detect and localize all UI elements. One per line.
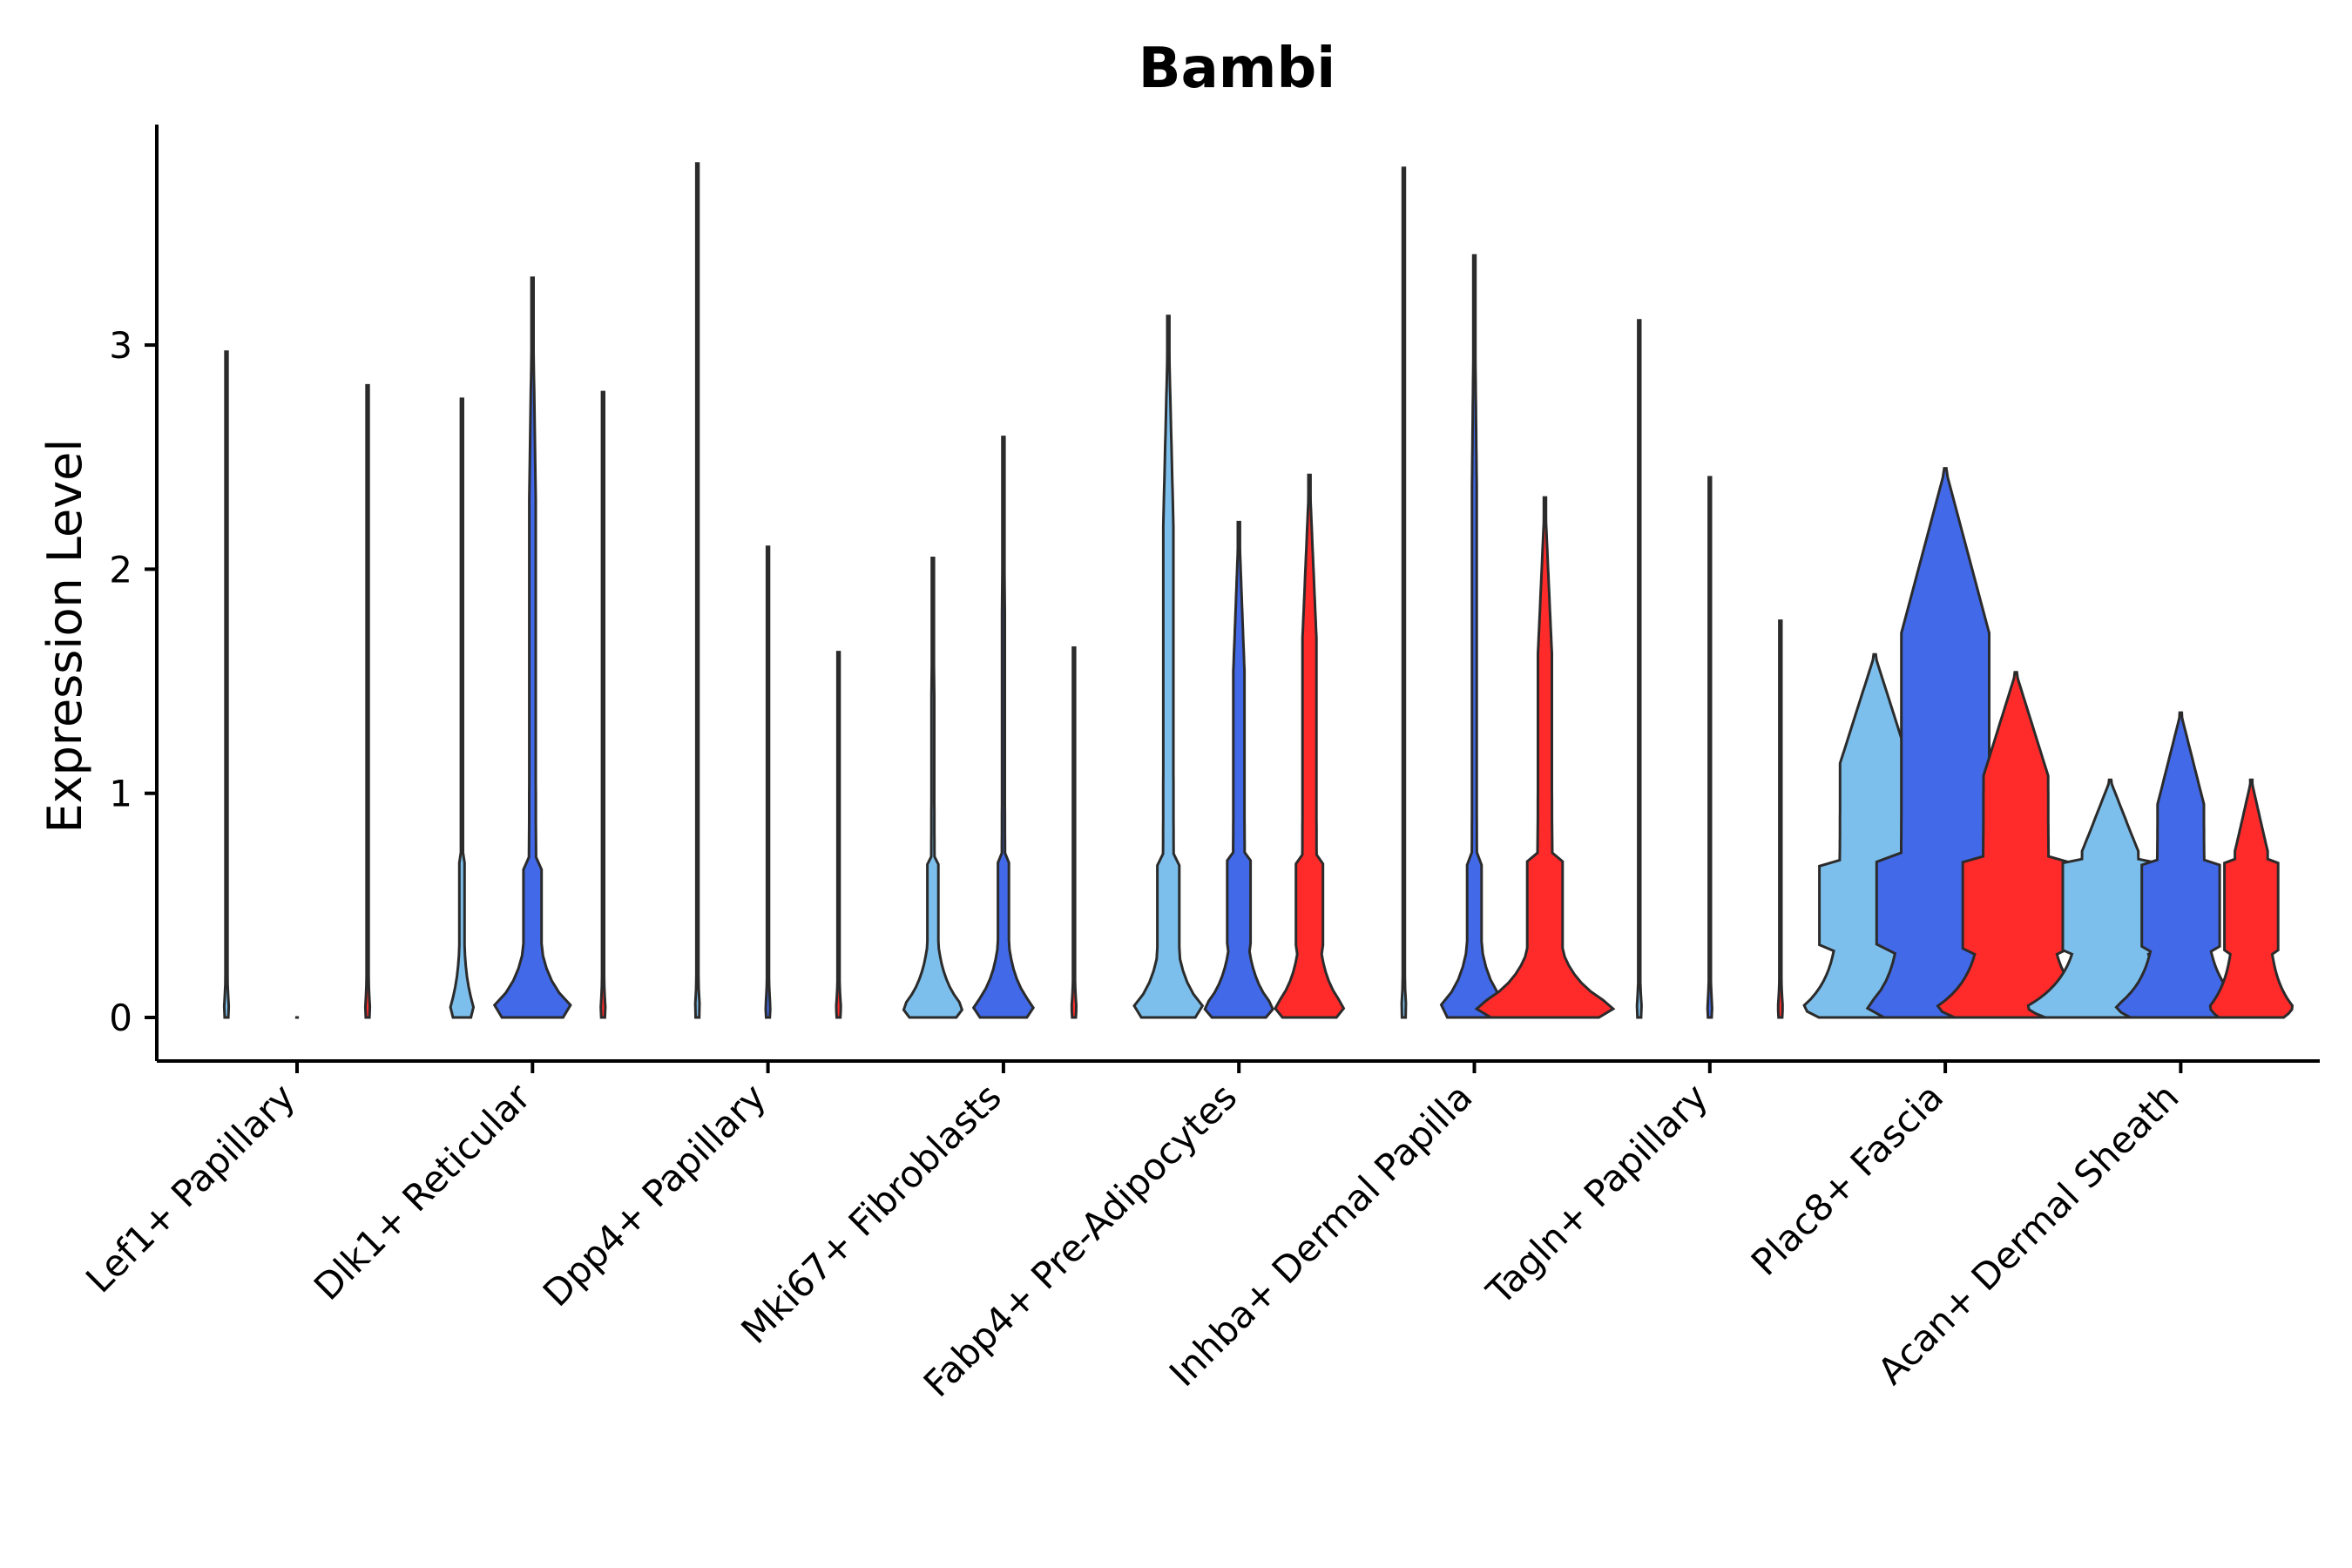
violin-blue-4 xyxy=(971,436,1036,1019)
violin-red-7 xyxy=(1776,619,1784,1019)
violin-light-blue-3 xyxy=(693,162,701,1019)
violin-blue-2 xyxy=(492,276,572,1019)
violin-red-4 xyxy=(1070,646,1078,1019)
violin-blue-6 xyxy=(1439,253,1510,1019)
violins-layer xyxy=(222,162,2295,1019)
violin-light-blue-4 xyxy=(902,557,964,1019)
x-tick-label: Lef1+ Papillary xyxy=(78,1075,303,1301)
violin-blue-7 xyxy=(1706,476,1713,1019)
y-tick-label: 0 xyxy=(109,997,132,1039)
violin-blue-9 xyxy=(2114,711,2247,1019)
y-tick-label: 1 xyxy=(109,773,132,815)
violin-red-3 xyxy=(835,651,842,1019)
x-tick-label: Dpp4+ Papillary xyxy=(535,1075,774,1315)
violin-red-1 xyxy=(363,383,372,1019)
violin-blue-3 xyxy=(764,545,772,1019)
violin-light-blue-6 xyxy=(1400,166,1408,1019)
violin-red-2 xyxy=(599,390,607,1019)
x-tick-label: Dlk1+ Reticular xyxy=(306,1075,539,1308)
y-axis-label: Expression Level xyxy=(37,439,92,834)
x-tick-label: Plac8+ Fascia xyxy=(1743,1075,1951,1283)
violin-blue-5 xyxy=(1203,520,1274,1019)
violin-light-blue-2 xyxy=(449,397,476,1019)
y-tick-label: 3 xyxy=(109,324,132,367)
chart-title: Bambi xyxy=(1139,37,1335,101)
x-tick-label: Mki67+ Fibroblasts xyxy=(733,1075,1009,1351)
violin-light-blue-5 xyxy=(1132,314,1205,1019)
violin-red-5 xyxy=(1274,473,1346,1019)
y-ticks: 0 1 2 3 xyxy=(109,324,157,1039)
x-tick-label: Tagln+ Papillary xyxy=(1477,1075,1715,1313)
violin-light-blue-7 xyxy=(1635,319,1643,1019)
violin-light-blue-1 xyxy=(222,350,231,1019)
y-tick-label: 2 xyxy=(109,548,132,591)
violin-red-9 xyxy=(2208,778,2295,1019)
violin-red-6 xyxy=(1474,496,1616,1019)
